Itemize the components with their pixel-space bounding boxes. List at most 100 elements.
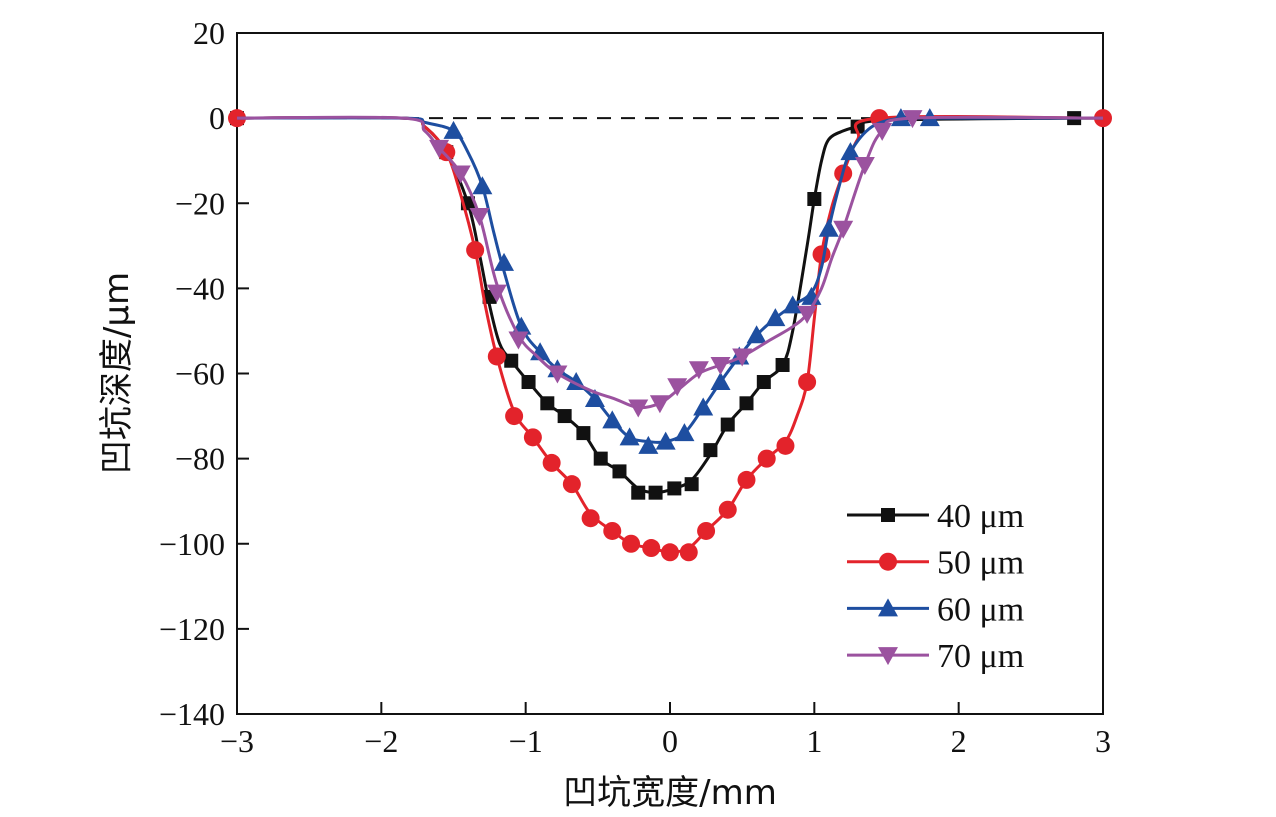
legend-label: 50 μm xyxy=(937,545,1024,582)
data-point xyxy=(631,485,646,500)
data-point xyxy=(684,477,699,492)
y-tick-label: 0 xyxy=(209,100,225,136)
data-point xyxy=(593,451,608,466)
data-point xyxy=(649,395,670,414)
y-tick-label: −20 xyxy=(175,185,225,221)
x-tick-label: −1 xyxy=(509,723,543,759)
legend-item: 70 μm xyxy=(847,638,1024,675)
data-point xyxy=(540,396,555,411)
data-point xyxy=(638,435,659,454)
data-point xyxy=(688,361,709,380)
data-point xyxy=(710,356,731,375)
data-point xyxy=(739,396,754,411)
y-tick-label: −40 xyxy=(175,270,225,306)
data-point xyxy=(655,431,676,450)
x-tick-label: 3 xyxy=(1095,723,1111,759)
data-point xyxy=(776,436,795,455)
data-point xyxy=(737,470,756,489)
data-point xyxy=(667,378,688,397)
series-3 xyxy=(236,108,1103,454)
data-point xyxy=(765,308,786,327)
data-point xyxy=(674,423,695,442)
y-axis-ticks: 20 0 −20 −40 −60 −80 −100 −120 −140 xyxy=(159,15,249,732)
data-point xyxy=(584,389,605,408)
legend-item: 60 μm xyxy=(847,591,1024,628)
data-point xyxy=(756,375,771,390)
x-tick-label: 2 xyxy=(951,723,967,759)
legend-item: 40 μm xyxy=(847,498,1024,535)
data-point xyxy=(450,165,471,184)
series-line xyxy=(236,116,1103,444)
data-point xyxy=(775,357,790,372)
series-layer xyxy=(228,108,1112,562)
data-point xyxy=(798,373,817,392)
data-point xyxy=(693,397,714,416)
x-tick-label: 1 xyxy=(806,723,822,759)
legend-label: 40 μm xyxy=(937,498,1024,535)
data-point xyxy=(757,449,776,468)
x-tick-label: −3 xyxy=(220,723,254,759)
legend-marker xyxy=(878,598,898,617)
series-line xyxy=(236,115,1104,495)
data-point xyxy=(486,284,507,303)
y-tick-label: −60 xyxy=(175,356,225,392)
data-point xyxy=(523,428,542,447)
data-point xyxy=(562,475,581,494)
data-point xyxy=(697,521,716,540)
data-point xyxy=(603,521,622,540)
y-tick-label: 20 xyxy=(193,15,225,51)
data-point xyxy=(628,399,649,418)
y-tick-label: −140 xyxy=(159,696,225,732)
data-point xyxy=(487,347,506,366)
data-point xyxy=(557,409,572,424)
data-point xyxy=(505,407,524,426)
data-point xyxy=(746,325,767,344)
legend-marker xyxy=(881,508,895,522)
data-point xyxy=(602,410,623,429)
data-point xyxy=(703,443,718,458)
data-point xyxy=(807,191,822,206)
legend-marker xyxy=(878,647,898,666)
legend: 40 μm 50 μm 60 μm 70 μm xyxy=(847,498,1024,675)
data-point xyxy=(854,156,875,175)
data-point xyxy=(542,453,561,472)
data-point xyxy=(648,485,663,500)
data-point xyxy=(622,534,641,553)
data-point xyxy=(902,110,923,129)
data-point xyxy=(890,108,911,127)
series-line xyxy=(236,115,1104,410)
y-tick-label: −120 xyxy=(159,611,225,647)
data-point xyxy=(466,241,485,260)
data-point xyxy=(818,218,839,237)
data-point xyxy=(504,353,519,368)
data-point xyxy=(679,543,698,562)
legend-item: 50 μm xyxy=(847,545,1024,582)
data-point xyxy=(508,331,529,350)
data-point xyxy=(612,464,627,479)
x-axis-title: 凹坑宽度/mm xyxy=(563,773,777,813)
data-point xyxy=(619,427,640,446)
data-point xyxy=(547,365,568,384)
legend-label: 70 μm xyxy=(937,638,1024,675)
data-point xyxy=(429,139,450,158)
data-point xyxy=(521,375,536,390)
data-point xyxy=(710,372,731,391)
data-point xyxy=(576,426,591,441)
data-point xyxy=(840,142,861,161)
data-point xyxy=(469,208,490,227)
x-axis-ticks: −3 −2 −1 0 1 2 3 xyxy=(220,702,1111,759)
data-point xyxy=(872,122,893,141)
y-tick-label: −100 xyxy=(159,526,225,562)
data-point xyxy=(797,305,818,324)
data-point xyxy=(718,500,737,519)
data-point xyxy=(732,348,753,367)
data-point xyxy=(661,543,679,562)
data-point xyxy=(667,481,682,496)
data-point xyxy=(720,417,735,432)
legend-marker xyxy=(879,552,897,571)
y-tick-label: −80 xyxy=(175,441,225,477)
data-point xyxy=(494,252,515,271)
x-tick-label: 0 xyxy=(662,723,678,759)
data-point xyxy=(782,295,803,314)
data-point xyxy=(581,509,600,528)
